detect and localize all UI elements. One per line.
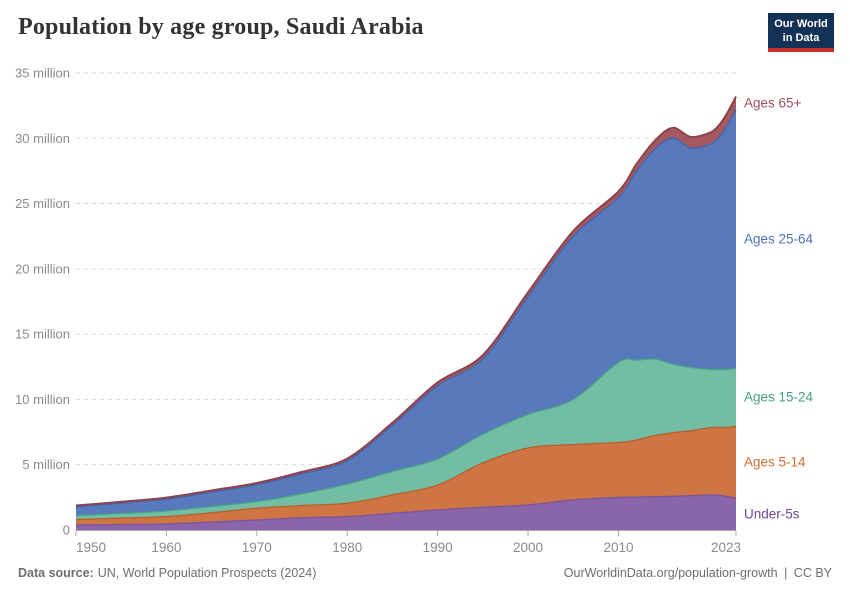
y-axis-label-30: 30 million	[15, 131, 70, 146]
license-link[interactable]: CC BY	[793, 566, 832, 580]
area-ages-15-24[interactable]	[76, 358, 736, 520]
page-title: Population by age group, Saudi Arabia	[18, 14, 424, 40]
x-axis-label-1950: 1950	[76, 540, 106, 555]
series-label-ages-65: Ages 65+	[744, 96, 802, 111]
owid-logo-red-bar	[768, 48, 834, 53]
owid-logo-text: Our World in Data	[768, 13, 834, 49]
boundary-ages-5-14	[75, 425, 737, 521]
footer-links: OurWorldinData.org/population-growth | C…	[564, 566, 832, 580]
boundary-under-5s	[75, 494, 737, 526]
data-source-note: Data source: UN, World Population Prospec…	[18, 566, 316, 580]
boundary-ages-15-24	[75, 358, 737, 517]
footer-divider: |	[784, 566, 788, 580]
x-axis-label-2023: 2023	[711, 540, 741, 555]
data-source-label: Data source:	[18, 566, 94, 580]
area-ages-5-14[interactable]	[76, 426, 736, 526]
x-axis-label-2000: 2000	[513, 540, 543, 555]
y-axis-label-10: 10 million	[15, 392, 70, 407]
chart-footer: Data source: UN, World Population Prospec…	[18, 566, 832, 580]
owid-logo[interactable]: Our World in Data	[768, 13, 834, 53]
area-ages-65[interactable]	[76, 96, 736, 507]
x-axis-label-1980: 1980	[332, 540, 362, 555]
y-axis-label-25: 25 million	[15, 196, 70, 211]
y-axis-label-35: 35 million	[15, 66, 70, 81]
y-axis-label-15: 15 million	[15, 327, 70, 342]
owid-url-link[interactable]: OurWorldinData.org/population-growth	[563, 566, 778, 580]
boundary-ages-25-64	[75, 109, 737, 508]
series-label-ages-15-24: Ages 15-24	[744, 390, 814, 405]
area-ages-25-64[interactable]	[76, 109, 736, 516]
y-axis-label-5: 5 million	[22, 457, 70, 472]
x-axis-label-1970: 1970	[242, 540, 272, 555]
y-axis-label-0: 0	[63, 523, 70, 538]
boundary-ages-65	[75, 96, 737, 507]
series-label-ages-5-14: Ages 5-14	[744, 455, 806, 470]
series-label-under-5s: Under-5s	[744, 507, 800, 522]
data-source-text: UN, World Population Prospects (2024)	[97, 566, 317, 580]
x-axis-label-2010: 2010	[603, 540, 633, 555]
x-axis-label-1960: 1960	[151, 540, 181, 555]
y-axis-label-20: 20 million	[15, 261, 70, 276]
x-axis-label-1990: 1990	[423, 540, 453, 555]
series-label-ages-25-64: Ages 25-64	[744, 231, 814, 246]
